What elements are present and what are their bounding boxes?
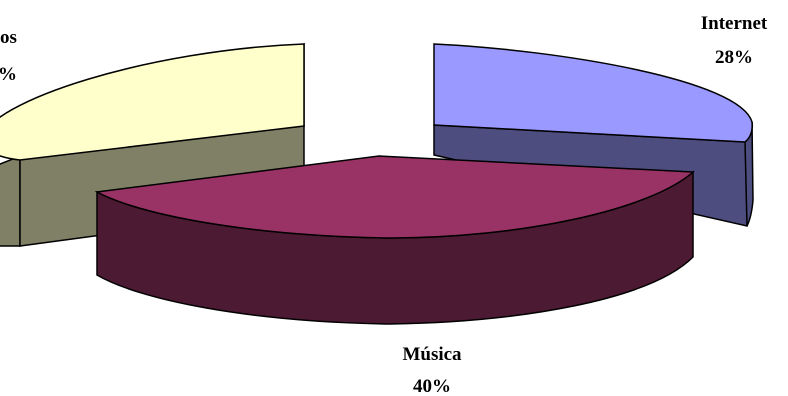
label-musica-name: Música	[402, 344, 462, 365]
slice-videos-top	[0, 43, 305, 161]
slice-musica	[94, 155, 695, 325]
label-internet-name: Internet	[701, 13, 768, 34]
label-videos-name: os	[0, 27, 17, 48]
slice-internet-top	[433, 43, 753, 143]
label-videos-percent: %	[0, 64, 17, 85]
label-musica-percent: 40%	[413, 376, 451, 396]
slice-musica-top	[94, 155, 695, 239]
label-internet-percent: 28%	[715, 47, 753, 68]
